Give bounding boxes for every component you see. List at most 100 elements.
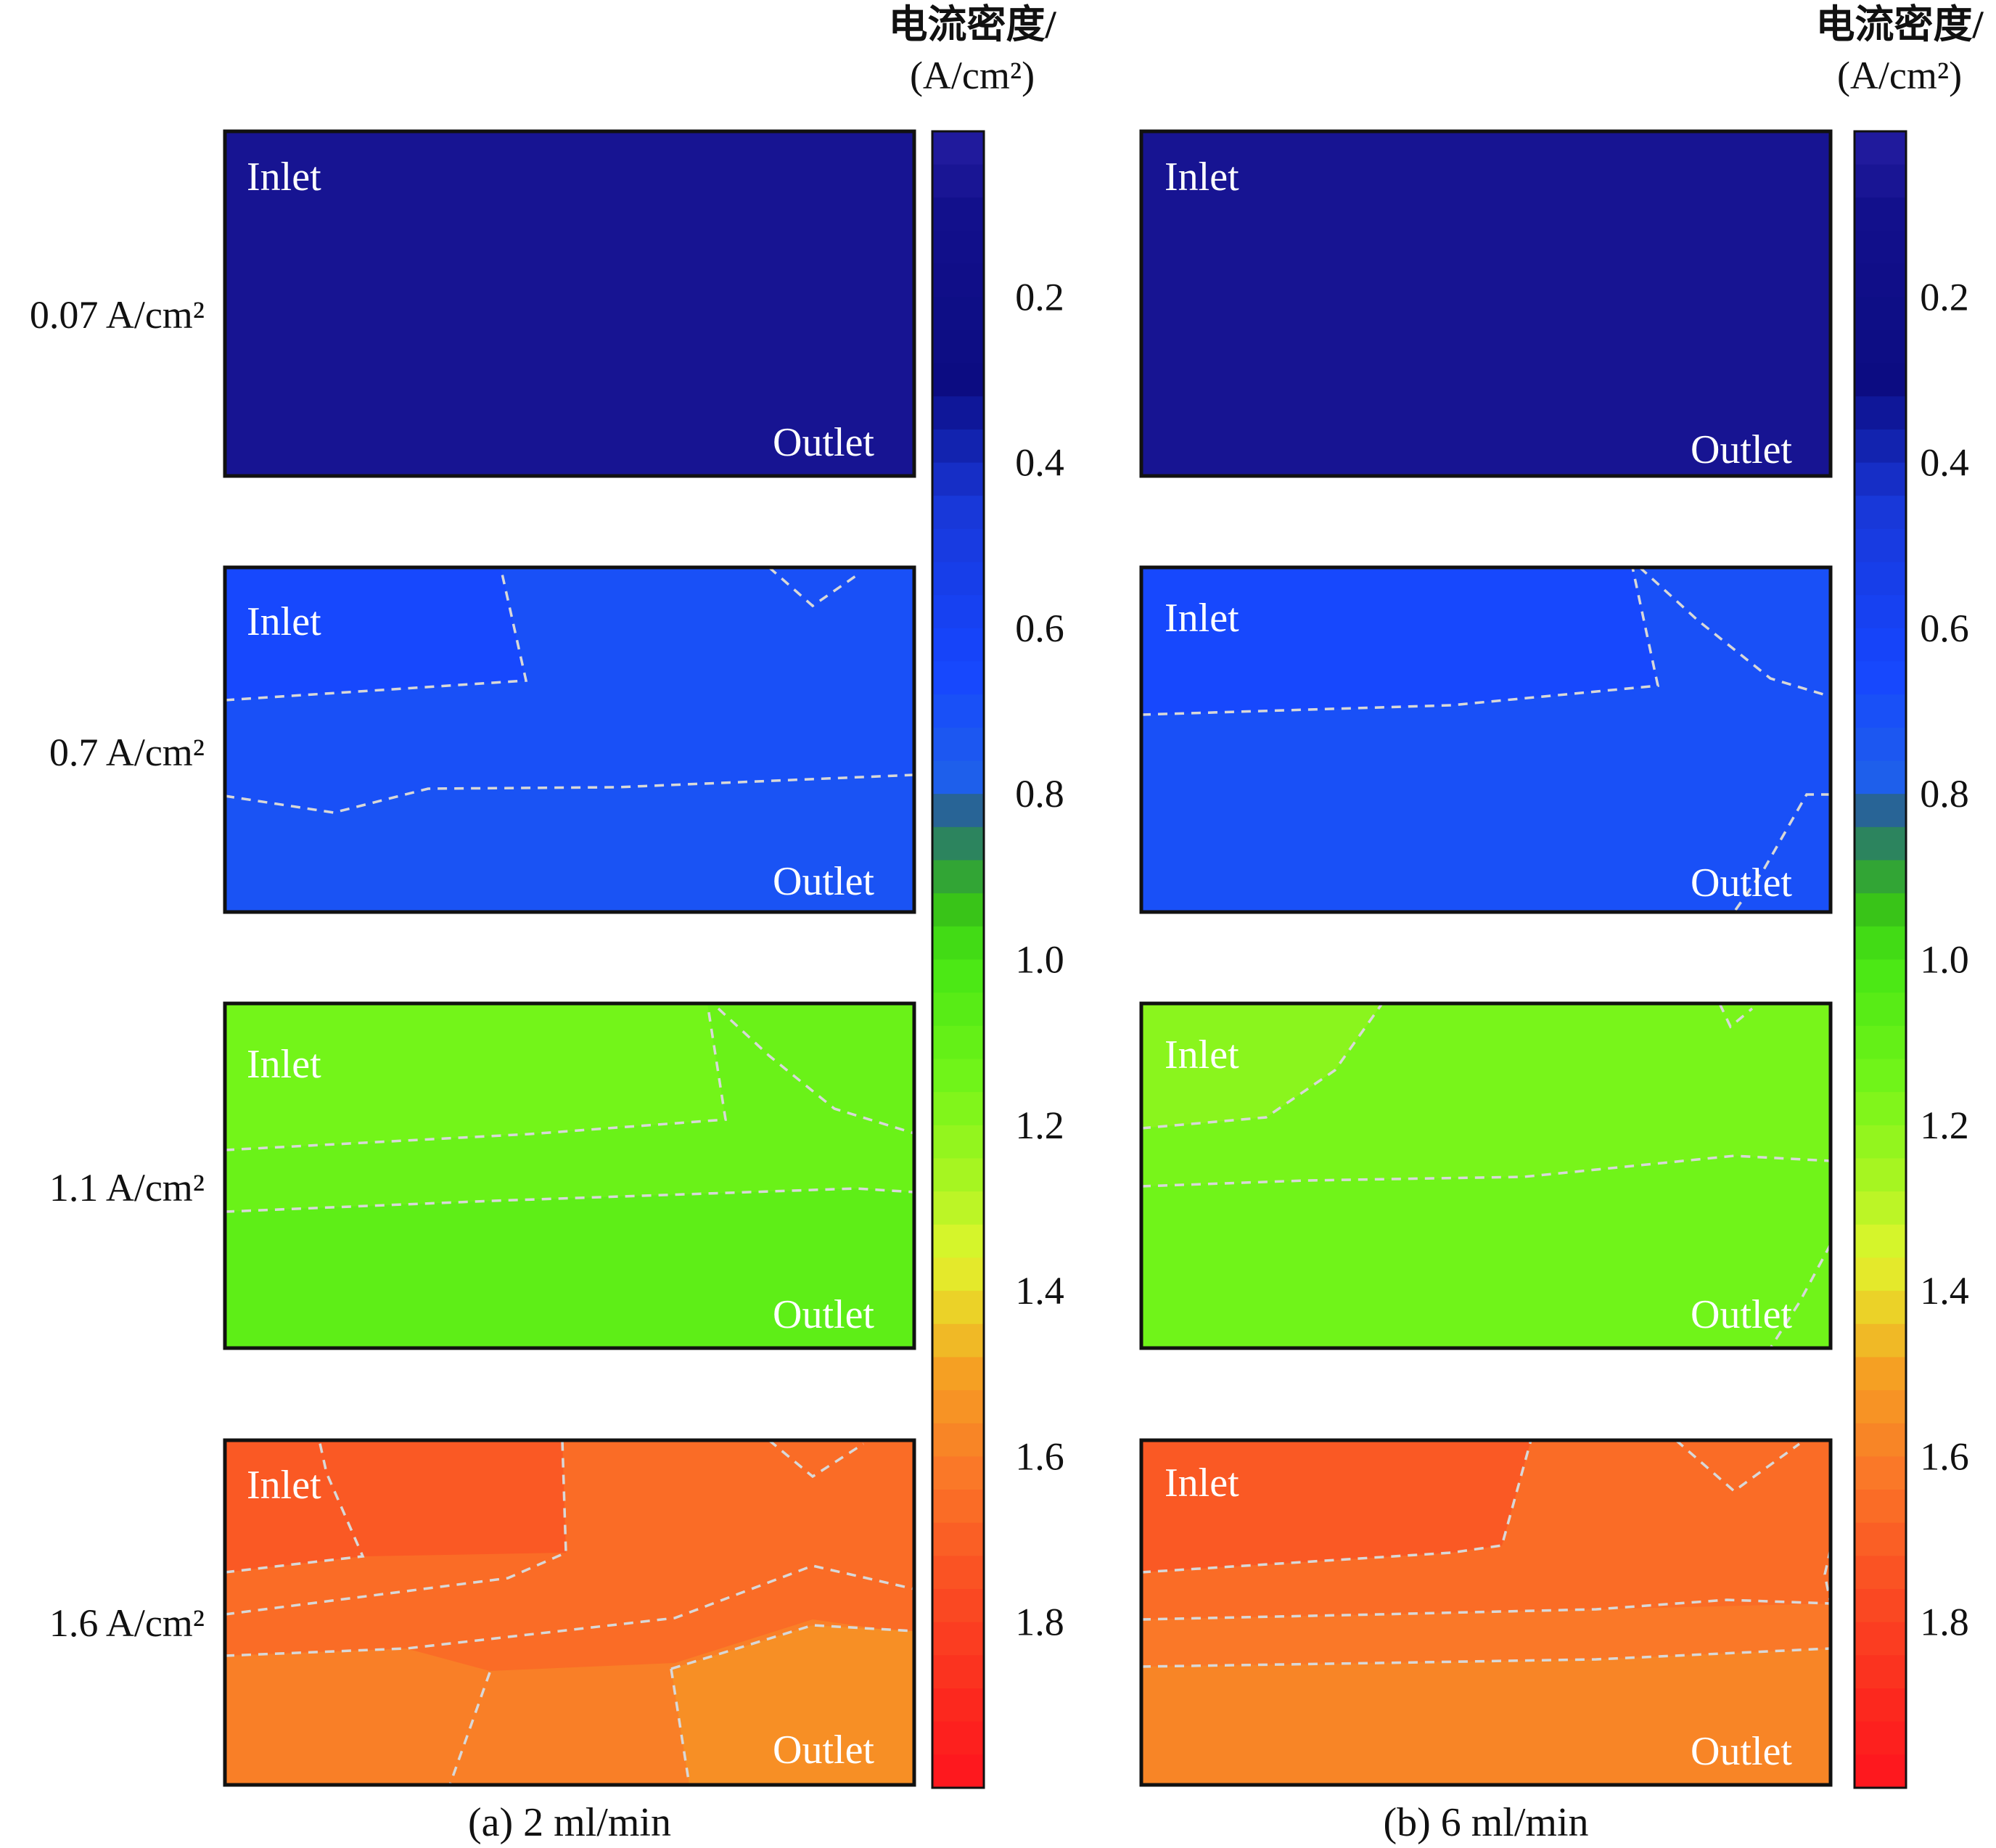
colorbar-title-line2: (A/cm²) (1837, 54, 1962, 97)
colorbar-title-line1: 电流密度/ (1815, 3, 1984, 46)
colorbar-segment (932, 661, 984, 696)
panel-b: Inlet Outlet Inlet Outlet Inlet Outlet (1139, 129, 1833, 1845)
colorbar-tick-label: 1.2 (1920, 1104, 1969, 1147)
panel-b-row-3: Inlet Outlet (1139, 1001, 1833, 1350)
colorbar-segment (932, 528, 984, 563)
plot-frame (223, 565, 916, 914)
inlet-label: Inlet (247, 599, 321, 644)
zone (225, 131, 914, 476)
colorbar-segment (932, 131, 984, 165)
contour-line (1675, 1439, 1801, 1493)
colorbar-tick-label: 1.4 (1015, 1269, 1064, 1313)
panel-a-row-2: Inlet Outlet (223, 565, 916, 914)
colorbar-segment (932, 1125, 984, 1159)
inlet-label: Inlet (247, 155, 321, 200)
colorbar-segment (932, 727, 984, 762)
colorbar-segment (1855, 661, 1906, 696)
colorbar-segment (932, 230, 984, 265)
contour-line (768, 1439, 864, 1479)
outlet-label: Outlet (1691, 1292, 1792, 1337)
contour-line (1141, 1002, 1384, 1130)
colorbar-segment (932, 826, 984, 861)
colorbar-b: 电流密度/ (A/cm²) 0.2 0.4 0.6 0.8 1.0 1.2 1.4 1.6 1.… (1815, 3, 1984, 1789)
panel-a-row-1: Inlet Outlet (223, 129, 916, 478)
panel-a-caption: (a) 2 ml/min (468, 1800, 671, 1845)
colorbar-segment (932, 860, 984, 895)
colorbar-segment (1855, 396, 1906, 430)
colorbar-segment (932, 562, 984, 596)
row-label-2: 0.7 A/cm² (49, 731, 205, 774)
contour-line (1141, 1598, 1831, 1621)
colorbar-segment (932, 1257, 984, 1292)
colorbar-segment (1855, 496, 1906, 530)
colorbar-segment (932, 926, 984, 961)
zone (1141, 1648, 1831, 1785)
contour-line (1733, 793, 1831, 913)
row-label-3: 1.1 A/cm² (49, 1166, 205, 1210)
colorbar-segment (1855, 297, 1906, 331)
contour-line (1823, 1548, 1832, 1604)
inlet-label: Inlet (1165, 1032, 1239, 1077)
inlet-label: Inlet (1165, 155, 1239, 200)
outlet-label: Outlet (1691, 1729, 1792, 1774)
colorbar-segment (1855, 329, 1906, 364)
inlet-label: Inlet (1165, 596, 1239, 641)
outlet-label: Outlet (1691, 861, 1792, 905)
panel-a-row-4: Inlet Outlet (223, 1438, 916, 1787)
plot-frame (1139, 1438, 1833, 1787)
colorbar-segment (1855, 562, 1906, 596)
colorbar-segment (932, 694, 984, 728)
colorbar-tick-label: 1.0 (1015, 938, 1064, 982)
colorbar-segment (932, 1456, 984, 1491)
colorbar-segment (1855, 993, 1906, 1027)
colorbar-frame (1853, 130, 1907, 1789)
colorbar-tick-label: 1.8 (1920, 1601, 1969, 1644)
colorbar-segment (932, 1556, 984, 1590)
colorbar-segment (932, 197, 984, 231)
colorbar-tick-label: 0.8 (1920, 772, 1969, 816)
colorbar-segment (932, 1059, 984, 1093)
colorbar-segment (932, 1025, 984, 1060)
colorbar-segment (1855, 1522, 1906, 1557)
colorbar-segment (1855, 1589, 1906, 1623)
colorbar-tick-label: 1.4 (1920, 1269, 1969, 1313)
colorbar-segment (1855, 727, 1906, 762)
contour-line (224, 1564, 915, 1657)
colorbar-segment (932, 1158, 984, 1193)
contour-line (670, 1624, 915, 1786)
colorbar-segment (1855, 959, 1906, 994)
colorbar-segment (932, 1655, 984, 1690)
plot-frame (1139, 565, 1833, 914)
colorbar-segment (932, 1092, 984, 1126)
contour-line (1638, 566, 1831, 698)
contour-line (224, 1003, 728, 1151)
row-label-1: 0.07 A/cm² (30, 293, 205, 337)
colorbar-tick-label: 0.2 (1015, 275, 1064, 319)
zone (225, 1440, 566, 1572)
colorbar-segment (1855, 1158, 1906, 1193)
colorbar-segment (1855, 528, 1906, 563)
colorbar-segment (932, 1423, 984, 1458)
colorbar-segment (932, 1589, 984, 1623)
colorbar-segment (932, 263, 984, 298)
colorbar-segment (1855, 694, 1906, 728)
colorbar-segment (932, 496, 984, 530)
colorbar-segment (932, 760, 984, 795)
colorbar-tick-label: 0.4 (1920, 441, 1969, 485)
colorbar-segment (1855, 1721, 1906, 1756)
colorbar-segment (1855, 826, 1906, 861)
panel-a: Inlet Outlet Inlet Outlet Inlet Outlet (223, 129, 916, 1845)
colorbar-segment (932, 462, 984, 497)
zone (225, 775, 914, 912)
colorbar-tick-label: 0.6 (1920, 607, 1969, 650)
contour-line (448, 1672, 491, 1786)
colorbar-segment (1855, 926, 1906, 961)
colorbar-segment (1855, 197, 1906, 231)
colorbar-segment (1855, 230, 1906, 265)
outlet-label: Outlet (1691, 427, 1792, 472)
colorbar-segment (1855, 1390, 1906, 1424)
zone (225, 1188, 914, 1348)
contour-line (1769, 1244, 1832, 1349)
zone (1141, 1156, 1831, 1348)
